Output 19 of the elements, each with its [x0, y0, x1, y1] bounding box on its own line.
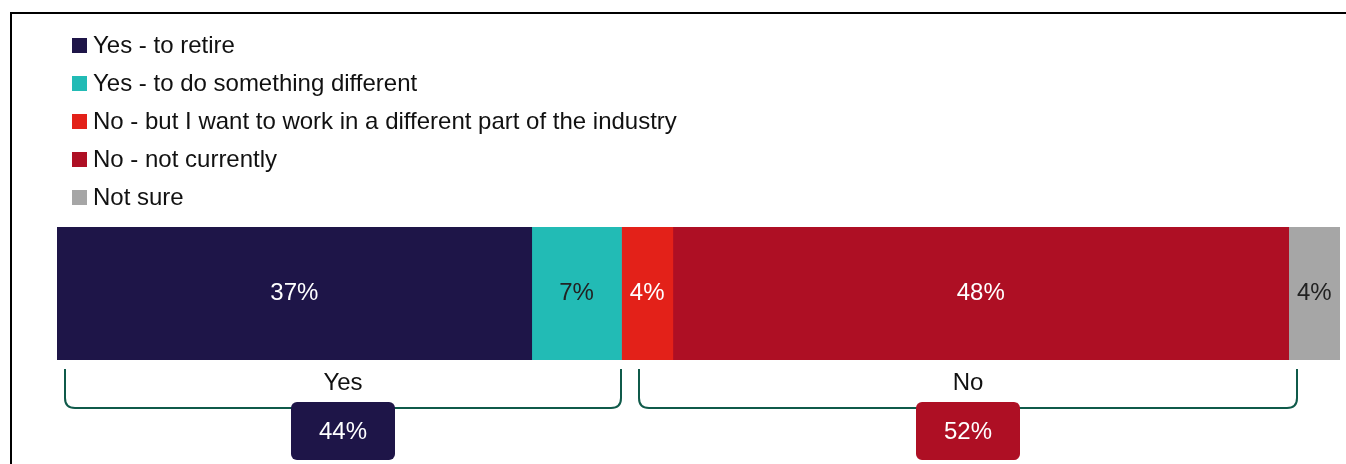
legend-label: No - not currently — [93, 145, 278, 173]
bar — [531, 227, 622, 360]
text: Yes — [322, 368, 364, 396]
text: 44% — [291, 402, 395, 460]
data-label: 37% — [270, 278, 319, 306]
data-label: 7% — [559, 278, 594, 306]
text: No — [951, 368, 985, 396]
bar — [621, 227, 674, 360]
legend-label: No - but I want to work in a different part of the industry — [93, 107, 677, 135]
data-label: 4% — [1297, 278, 1332, 306]
data-label: 4% — [629, 278, 665, 306]
bar — [672, 227, 1290, 360]
text: 52% — [916, 402, 1020, 460]
legend-label: Yes - to retire — [93, 31, 235, 59]
legend-label: Not sure — [93, 183, 184, 211]
data-label: 48% — [956, 278, 1005, 306]
legend-label: Yes - to do something different — [93, 69, 418, 97]
bar — [1288, 227, 1340, 360]
bar — [57, 227, 533, 360]
